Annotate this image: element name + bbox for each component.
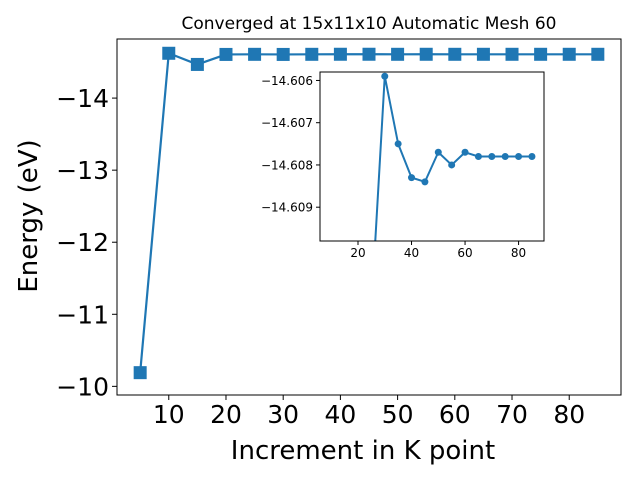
data-point <box>362 47 376 61</box>
data-point <box>562 47 576 61</box>
inset-plot: 20 40 60 80 −14.609 −14.608 −14.607 −14.606 <box>261 71 545 260</box>
data-point <box>476 47 490 61</box>
x-tick-label: 10 <box>153 400 185 429</box>
data-point <box>248 47 262 61</box>
y-tick-label: −14 <box>56 84 109 113</box>
x-tick-label: 80 <box>553 400 585 429</box>
x-tick-label: 40 <box>324 400 356 429</box>
data-point <box>391 47 405 61</box>
y-tick-label: −14.609 <box>261 201 313 215</box>
x-tick-label: 40 <box>404 246 419 260</box>
data-point <box>528 153 536 160</box>
y-tick-label: −13 <box>56 156 109 185</box>
data-point <box>448 47 462 61</box>
inset-plot-frame <box>319 71 545 242</box>
data-point <box>381 72 389 80</box>
inset-y-axis-ticks: −14.609 −14.608 −14.607 −14.606 <box>261 74 320 215</box>
main-x-axis-ticks: 10 20 30 40 50 60 70 80 <box>153 395 585 429</box>
y-tick-label: −12 <box>56 228 109 257</box>
data-point <box>419 47 433 61</box>
data-point <box>505 47 519 61</box>
y-tick-label: −14.608 <box>261 158 313 172</box>
x-tick-label: 20 <box>210 400 242 429</box>
main-y-axis-ticks: −10 −11 −12 −13 −14 <box>56 84 117 401</box>
data-point <box>133 366 147 380</box>
main-plot: 10 20 30 40 50 60 70 80 −10 −11 −12 −13 −14 <box>56 38 622 429</box>
data-point <box>461 148 469 156</box>
data-point <box>591 47 605 61</box>
data-point <box>408 174 416 182</box>
y-tick-label: −14.607 <box>261 116 313 130</box>
x-axis-label: Increment in K point <box>231 436 495 466</box>
data-point <box>421 178 429 186</box>
data-point <box>515 153 523 160</box>
data-point <box>534 47 548 61</box>
x-tick-label: 70 <box>496 400 528 429</box>
data-point <box>219 47 233 61</box>
data-point <box>276 47 290 61</box>
x-tick-label: 80 <box>511 246 526 260</box>
data-point <box>434 148 442 156</box>
data-point <box>474 153 482 160</box>
main-plot-frame <box>116 38 622 396</box>
inset-series <box>374 72 536 241</box>
data-point <box>394 140 402 148</box>
y-tick-label: −11 <box>56 300 109 329</box>
data-point <box>501 153 509 160</box>
x-tick-label: 60 <box>457 246 472 260</box>
data-point <box>162 46 176 60</box>
data-point <box>333 47 347 61</box>
inset-x-axis-ticks: 20 40 60 80 <box>350 241 526 260</box>
y-axis-label: Energy (eV) <box>14 139 44 292</box>
x-tick-label: 30 <box>267 400 299 429</box>
data-point <box>488 153 496 160</box>
chart-title: Converged at 15x11x10 Automatic Mesh 60 <box>182 14 557 34</box>
main-series <box>133 46 605 380</box>
data-point <box>190 57 204 71</box>
x-tick-label: 50 <box>382 400 414 429</box>
data-point <box>305 47 319 61</box>
x-tick-label: 20 <box>350 246 365 260</box>
data-point <box>448 161 456 169</box>
y-tick-label: −14.606 <box>261 74 313 88</box>
x-tick-label: 60 <box>439 400 471 429</box>
y-tick-label: −10 <box>56 372 109 401</box>
